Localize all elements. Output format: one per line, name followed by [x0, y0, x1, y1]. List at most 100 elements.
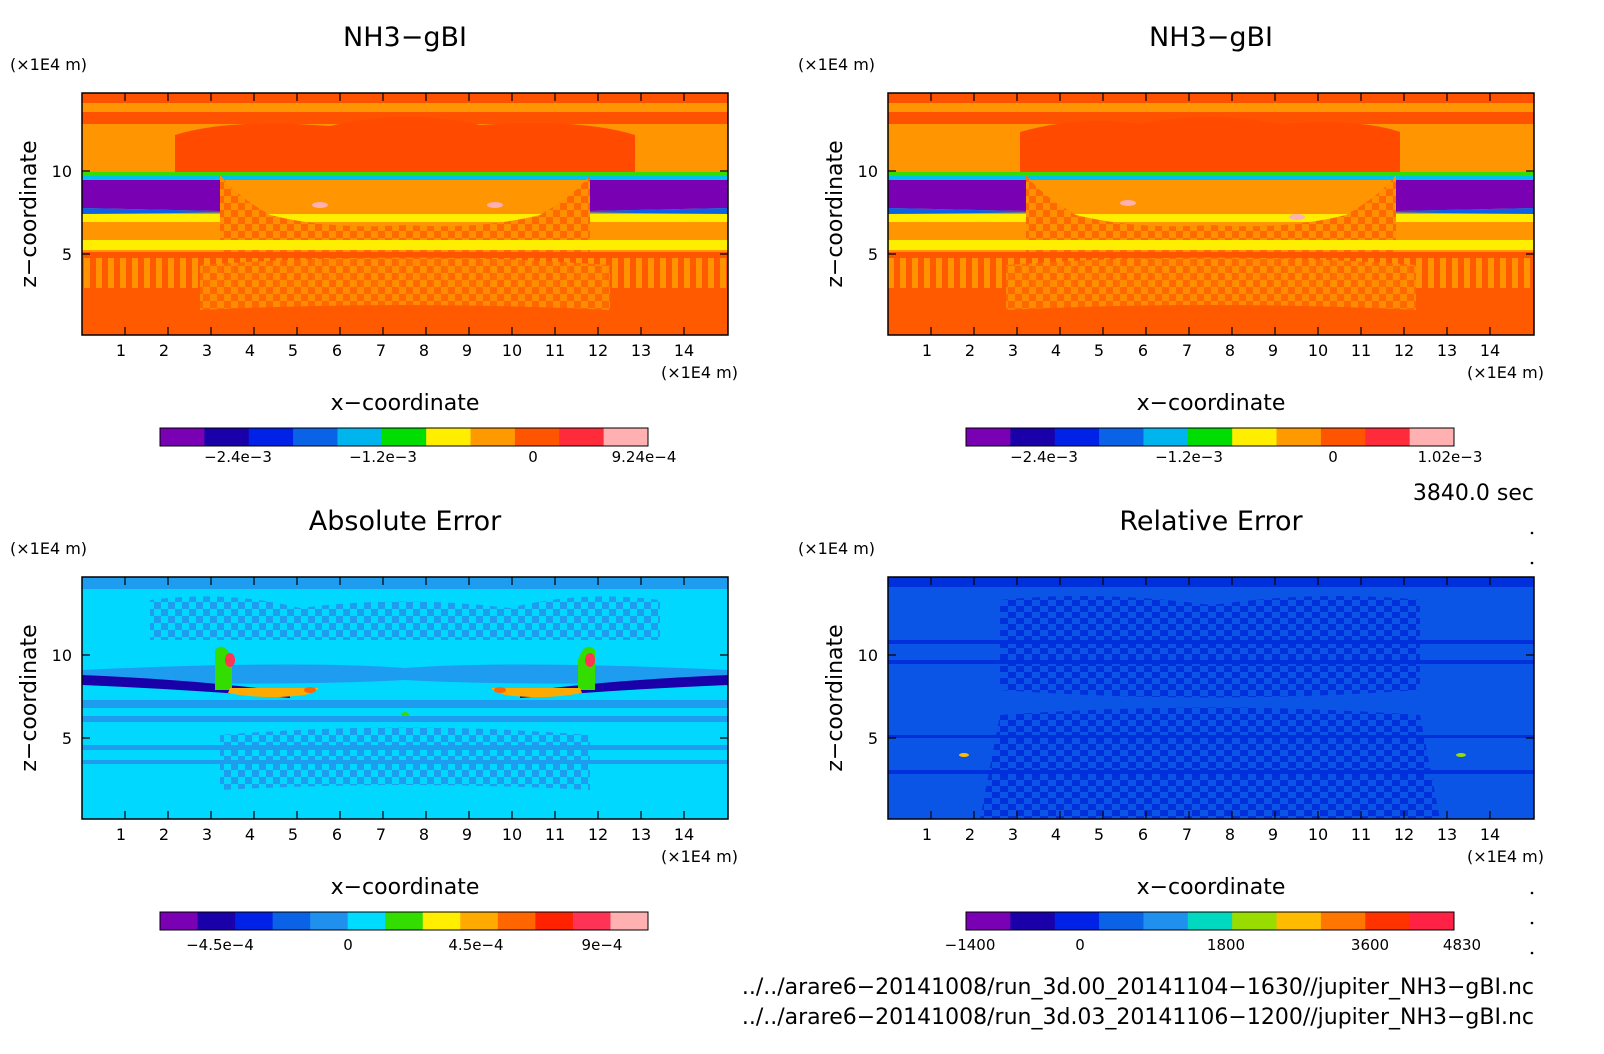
colorbar-swatch	[1143, 428, 1189, 446]
colorbar-swatch	[497, 912, 536, 930]
colorbar-swatch	[1054, 428, 1100, 446]
colorbar-swatch	[1276, 428, 1322, 446]
colorbar-swatches	[159, 911, 649, 931]
colorbar-frame	[965, 427, 1455, 447]
x-tick-labels: 1 2 3 4 5 6 7 8 9 10 11 12 13 14	[116, 825, 694, 844]
panel-absolute-error: Absolute Error (×1E4 m)	[10, 506, 738, 954]
x-tick-label: 3	[202, 341, 212, 360]
colorbar-swatch	[310, 912, 349, 930]
colorbar-swatch	[966, 912, 1011, 930]
colorbar-swatch	[1320, 912, 1366, 930]
x-tick-labels: 1 2 3 4 5 6 7 8 9 10 11 12 13 14	[922, 341, 1500, 360]
x-tick-label: 8	[1225, 341, 1235, 360]
panel-nh3-left: NH3−gBI (×1E4 m)	[10, 22, 738, 466]
x-tick-label: 12	[588, 825, 608, 844]
x-tick-label: 6	[332, 825, 342, 844]
colorbar-swatch	[1099, 428, 1144, 446]
colorbar-frame	[965, 911, 1455, 931]
colorbar-swatch	[1409, 428, 1455, 446]
ticks	[82, 93, 728, 335]
colorbar-label: 0	[1328, 448, 1338, 466]
colorbar-frame	[159, 427, 649, 447]
x-tick-label: 9	[462, 341, 472, 360]
colorbar-swatch	[337, 428, 383, 446]
colorbar-swatch	[385, 912, 424, 930]
colorbar-swatch	[610, 912, 649, 930]
colorbar-label: 3600	[1351, 936, 1389, 954]
x-tick-label: 13	[1437, 341, 1457, 360]
x-tick-label: 2	[159, 341, 169, 360]
colorbar-swatch	[422, 912, 461, 930]
y-axis-label: z−coordinate	[17, 624, 42, 771]
x-tick-label: 1	[116, 825, 126, 844]
x-tick-label: 13	[1437, 825, 1457, 844]
y-tick-label: 10	[858, 162, 878, 181]
y-tick-label: 5	[868, 729, 878, 748]
colorbar-swatch	[1320, 428, 1366, 446]
x-tick-labels: 1 2 3 4 5 6 7 8 9 10 11 12 13 14	[922, 825, 1500, 844]
colorbar-swatch	[235, 912, 274, 930]
x-tick-label: 10	[502, 341, 522, 360]
z-unit-label: (×1E4 m)	[798, 539, 875, 558]
time-label: 3840.0 sec	[1413, 481, 1534, 506]
colorbar-label: −1.2e−3	[1155, 448, 1223, 466]
x-tick-label: 3	[1008, 825, 1018, 844]
x-tick-label: 8	[1225, 825, 1235, 844]
colorbar-label: −4.5e−4	[186, 936, 254, 954]
colorbar-label: −1400	[945, 936, 996, 954]
x-tick-label: 5	[1094, 341, 1104, 360]
colorbar-swatch	[160, 912, 199, 930]
colorbar-label: 0	[528, 448, 538, 466]
colorbar-swatch	[1276, 912, 1322, 930]
x-tick-label: 5	[288, 341, 298, 360]
x-tick-label: 14	[674, 825, 694, 844]
x-unit-label: (×1E4 m)	[1467, 363, 1544, 382]
x-tick-label: 2	[159, 825, 169, 844]
colorbar-swatch	[603, 428, 649, 446]
x-tick-label: 8	[419, 825, 429, 844]
y-axis-label: z−coordinate	[823, 624, 848, 771]
footer-file-path: ../../arare6−20141008/run_3d.00_20141104…	[742, 975, 1534, 1000]
x-tick-label: 4	[1051, 341, 1061, 360]
panel-title: NH3−gBI	[343, 22, 467, 53]
x-tick-label: 11	[1351, 825, 1371, 844]
x-axis-label: x−coordinate	[1137, 875, 1286, 900]
heatmap-field	[82, 577, 728, 819]
x-unit-label: (×1E4 m)	[1467, 847, 1544, 866]
x-tick-labels: 1 2 3 4 5 6 7 8 9 10 11 12 13 14	[116, 341, 694, 360]
colorbar-label: 4.5e−4	[448, 936, 503, 954]
y-tick-label: 10	[52, 646, 72, 665]
x-tick-label: 2	[965, 341, 975, 360]
x-tick-label: 7	[1182, 825, 1192, 844]
colorbar-swatch	[197, 912, 236, 930]
y-tick-label: 5	[868, 245, 878, 264]
x-tick-label: 3	[202, 825, 212, 844]
z-unit-label: (×1E4 m)	[10, 55, 87, 74]
x-tick-label: 6	[1138, 825, 1148, 844]
z-unit-label: (×1E4 m)	[10, 539, 87, 558]
colorbar-swatch	[347, 912, 386, 930]
colorbar-swatch	[381, 428, 427, 446]
colorbar-swatch	[1187, 428, 1233, 446]
x-tick-label: 14	[1480, 825, 1500, 844]
panel-nh3-right: NH3−gBI (×1E4 m)	[798, 22, 1544, 466]
colorbar-swatch	[248, 428, 294, 446]
x-tick-label: 11	[545, 825, 565, 844]
colorbar-swatch	[293, 428, 338, 446]
x-tick-label: 14	[674, 341, 694, 360]
panel-title: Relative Error	[1119, 506, 1303, 537]
x-tick-label: 2	[965, 825, 975, 844]
x-tick-label: 4	[245, 825, 255, 844]
x-tick-label: 9	[1268, 341, 1278, 360]
y-tick-label: 10	[858, 646, 878, 665]
ticks	[82, 577, 728, 819]
x-tick-label: 8	[419, 341, 429, 360]
x-tick-label: 5	[288, 825, 298, 844]
colorbar-swatch	[1409, 912, 1455, 930]
colorbar-swatches	[965, 427, 1455, 447]
x-tick-label: 1	[116, 341, 126, 360]
x-tick-label: 12	[588, 341, 608, 360]
x-tick-label: 9	[462, 825, 472, 844]
x-tick-label: 1	[922, 825, 932, 844]
colorbar-swatch	[1099, 912, 1144, 930]
